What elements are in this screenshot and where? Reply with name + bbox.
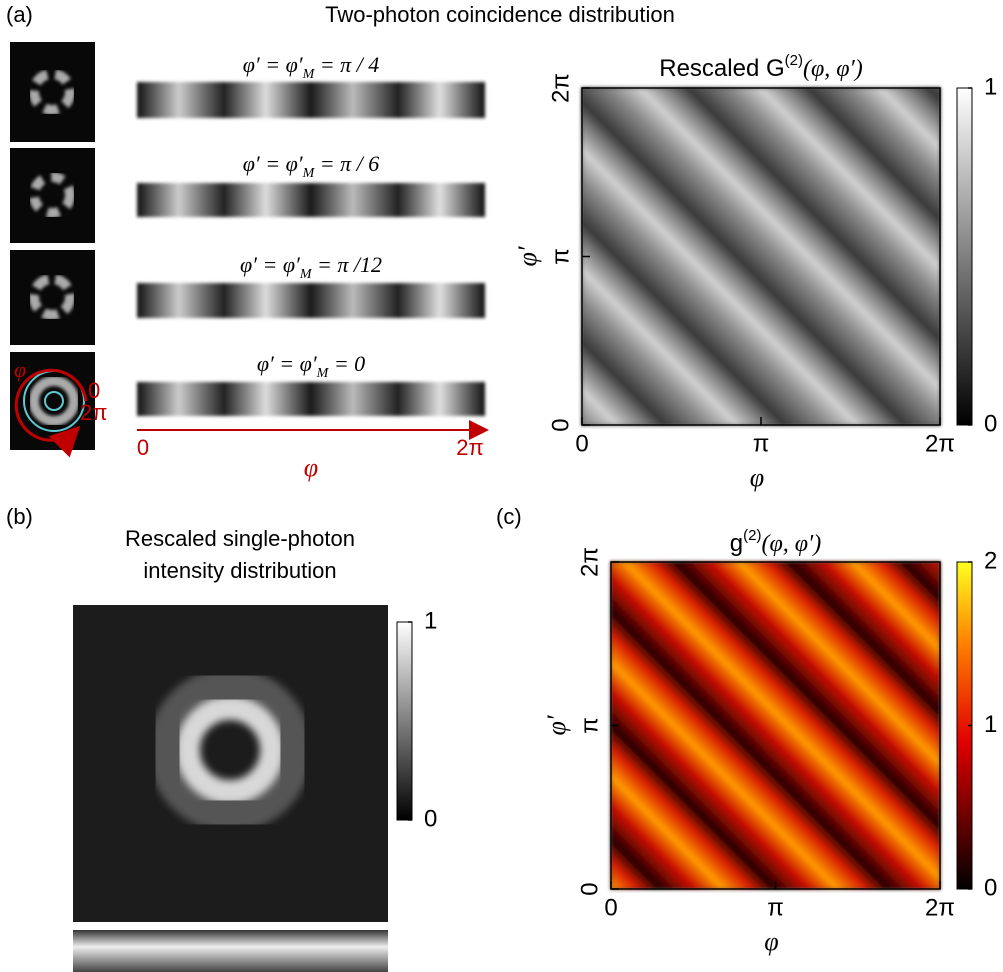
- colorbar: [397, 622, 412, 820]
- figure: (a) Two-photon coincidence distribution …: [0, 0, 1003, 972]
- slice-label: φ′ = φ′M = π /12: [240, 252, 382, 282]
- colorbar-tick-label: 1: [984, 711, 997, 738]
- title-sup: (2): [785, 52, 803, 69]
- slice-lhs: φ′ = φ′: [243, 52, 304, 77]
- colorbar-tick-label: 1: [984, 73, 997, 100]
- slice-rhs: = π / 4: [314, 52, 379, 77]
- slice-rhs: = 0: [328, 351, 365, 376]
- title-sup: (2): [743, 527, 761, 544]
- y-axis-label: φ′: [513, 246, 542, 266]
- ring-end: 2π: [80, 400, 107, 425]
- title-args: (φ, φ′): [761, 531, 821, 557]
- colorbar: [957, 88, 972, 425]
- x-tick-label: 0: [604, 894, 617, 921]
- strip-start: 0: [137, 435, 149, 460]
- ring-images: [10, 42, 95, 450]
- y-tick-label: 0: [576, 882, 603, 895]
- panel-label: (a): [6, 2, 33, 27]
- colorbar-tick-label: 1: [424, 607, 437, 634]
- colorbar-tick-label: 2: [984, 547, 997, 574]
- strip-end: 2π: [456, 435, 483, 460]
- panel-label: (c): [496, 504, 522, 529]
- slice-rhs: = π /12: [312, 252, 382, 277]
- colorbar-tick-label: 0: [984, 874, 997, 901]
- panel-title: Rescaled single-photon: [125, 526, 355, 551]
- x-axis-label: φ: [750, 463, 764, 492]
- panel-title: intensity distribution: [143, 558, 336, 583]
- y-tick-label: π: [547, 248, 574, 265]
- strip-label: φ: [304, 453, 318, 482]
- intensity-image: [73, 605, 388, 972]
- heatmap: [582, 88, 940, 425]
- panel-label: (b): [6, 504, 33, 529]
- y-tick-label: 0: [547, 418, 574, 431]
- title-args: (φ, φ′): [803, 56, 863, 82]
- slice-label: φ′ = φ′M = π / 6: [243, 151, 379, 181]
- slice-label: φ′ = φ′M = π / 4: [243, 52, 379, 82]
- y-tick-label: 2π: [547, 73, 574, 103]
- colorbar-tick-label: 0: [984, 410, 997, 437]
- ring-phi: φ: [14, 357, 26, 382]
- slice-rhs: = π / 6: [314, 151, 379, 176]
- y-tick-label: π: [576, 717, 603, 734]
- slice-lhs: φ′ = φ′: [257, 351, 318, 376]
- heatmap-title: g(2)(φ, φ′): [730, 527, 822, 557]
- y-tick-label: 2π: [576, 547, 603, 577]
- x-axis-label: φ: [764, 927, 778, 956]
- heatmap-title: Rescaled G(2)(φ, φ′): [659, 52, 863, 82]
- title-main: g: [730, 530, 743, 557]
- x-tick-label: π: [767, 894, 784, 921]
- x-tick-label: 2π: [925, 894, 955, 921]
- slice-lhs: φ′ = φ′: [240, 252, 301, 277]
- heatmap: [611, 562, 940, 889]
- title-main: Rescaled G: [659, 55, 784, 82]
- x-tick-label: 0: [575, 430, 588, 457]
- panel-title: Two-photon coincidence distribution: [325, 2, 675, 27]
- slice-label: φ′ = φ′M = 0: [257, 351, 365, 381]
- slice-lhs: φ′ = φ′: [243, 151, 304, 176]
- colorbar-tick-label: 0: [424, 805, 437, 832]
- x-tick-label: 2π: [925, 430, 955, 457]
- y-axis-label: φ′: [542, 715, 571, 735]
- x-tick-label: π: [753, 430, 770, 457]
